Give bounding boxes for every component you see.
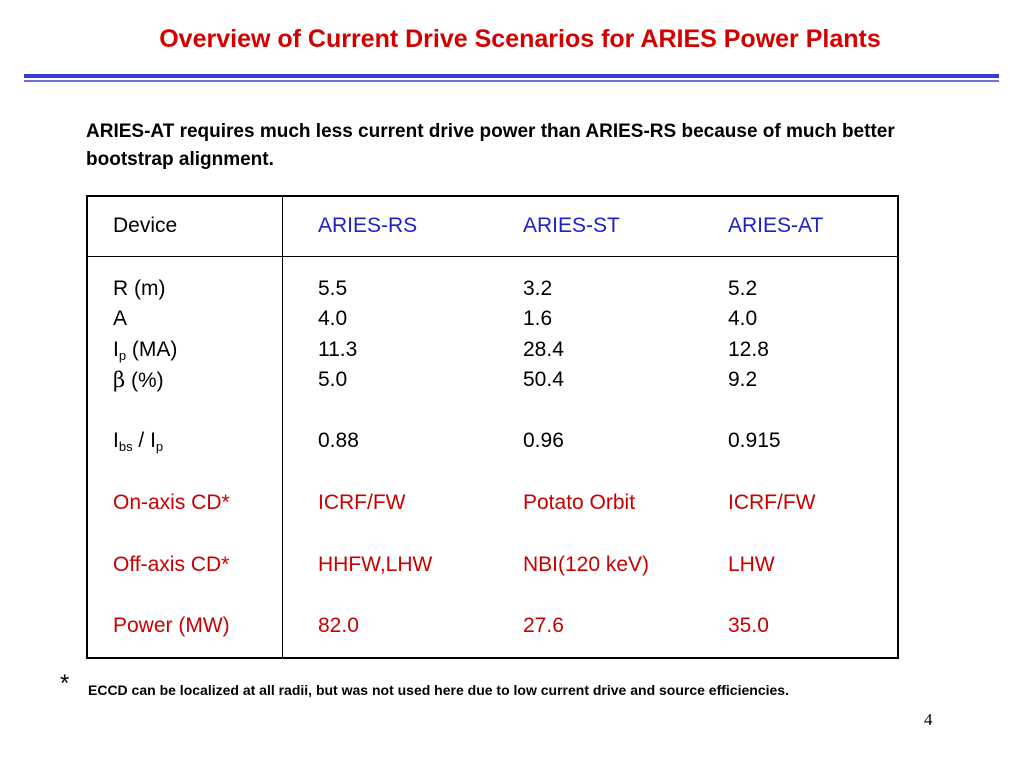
table-cell: Potato Orbit [523, 491, 636, 514]
table-cell: 35.0 [728, 614, 769, 637]
slide-title: Overview of Current Drive Scenarios for … [159, 25, 881, 53]
row-label-aspect-ratio: A [113, 307, 128, 330]
row-label-radius: R (m) [113, 277, 166, 300]
table-cell: 5.5 [318, 277, 348, 300]
footnote-marker: * [60, 670, 70, 697]
row-label-off-axis-cd: Off-axis CD* [113, 553, 230, 576]
table-cell: ICRF/FW [728, 491, 816, 514]
row-label-bootstrap-fraction: Ibs / Ip [113, 429, 164, 454]
table-cell: 0.96 [523, 429, 564, 452]
table-cell: 27.6 [523, 614, 564, 637]
header-aries-at: ARIES-AT [728, 214, 824, 237]
table-cell: NBI(120 keV) [523, 553, 650, 576]
header-device: Device [113, 214, 178, 237]
title-rule [24, 74, 999, 78]
header-aries-rs: ARIES-RS [318, 214, 418, 237]
table-cell: 3.2 [523, 277, 553, 300]
table-cell: 5.2 [728, 277, 758, 300]
table-cell: 11.3 [318, 338, 358, 361]
header-aries-st: ARIES-ST [523, 214, 620, 237]
table-cell: LHW [728, 553, 775, 576]
page-number: 4 [924, 710, 933, 729]
table-cell: 12.8 [728, 338, 769, 361]
row-label-plasma-current: Ip (MA) [113, 338, 178, 363]
table-column-divider [282, 197, 283, 657]
row-label-beta: β (%) [113, 368, 164, 392]
title-rule-thin [24, 80, 999, 82]
intro-text: ARIES-AT requires much less current driv… [86, 121, 895, 170]
table-cell: 4.0 [728, 307, 758, 330]
table-cell: 28.4 [523, 338, 564, 361]
row-label-on-axis-cd: On-axis CD* [113, 491, 230, 514]
footnote-text: ECCD can be localized at all radii, but … [88, 682, 789, 698]
table-header-divider [88, 256, 897, 257]
table-cell: 5.0 [318, 368, 348, 391]
table-cell: 82.0 [318, 614, 359, 637]
table-cell: 4.0 [318, 307, 348, 330]
row-label-power: Power (MW) [113, 614, 230, 637]
table-cell: 0.88 [318, 429, 359, 452]
comparison-table: Device ARIES-RS ARIES-ST ARIES-AT R (m) … [86, 195, 899, 659]
table-cell: 50.4 [523, 368, 564, 391]
table-cell: ICRF/FW [318, 491, 406, 514]
table-cell: 0.915 [728, 429, 781, 452]
table-cell: HHFW,LHW [318, 553, 433, 576]
table-cell: 9.2 [728, 368, 758, 391]
table-cell: 1.6 [523, 307, 553, 330]
